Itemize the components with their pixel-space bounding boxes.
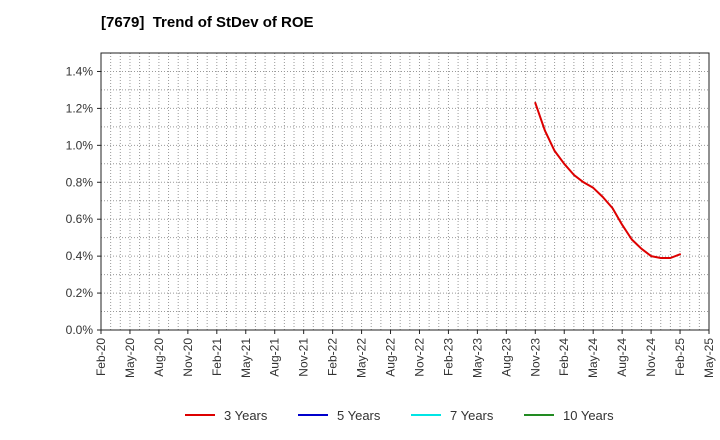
legend-label-7-years: 7 Years xyxy=(450,408,494,423)
series-line-3-years xyxy=(534,101,681,259)
legend-label-10-years: 10 Years xyxy=(563,408,614,423)
x-tick-label: May-21 xyxy=(239,338,253,378)
x-tick-label: Feb-20 xyxy=(94,338,108,376)
x-tick-label: Aug-24 xyxy=(615,338,629,377)
legend-label-5-years: 5 Years xyxy=(337,408,381,423)
chart-title: [7679] Trend of StDev of ROE xyxy=(101,14,314,31)
y-tick-label: 0.0% xyxy=(66,323,94,337)
x-tick-label: Nov-24 xyxy=(644,338,658,377)
y-tick-label: 1.2% xyxy=(66,101,94,115)
x-tick-label: May-25 xyxy=(702,338,716,378)
y-tick-label: 0.6% xyxy=(66,212,94,226)
series-lines xyxy=(534,101,681,259)
x-tick-label: May-23 xyxy=(470,338,484,378)
x-tick-label: May-24 xyxy=(586,338,600,378)
x-tick-label: Feb-22 xyxy=(326,338,340,376)
grid xyxy=(101,53,709,330)
legend: 3 Years 5 Years 7 Years 10 Years xyxy=(185,408,614,423)
y-tick-label: 0.8% xyxy=(66,175,94,189)
x-tick-label: Nov-20 xyxy=(181,338,195,377)
legend-label-3-years: 3 Years xyxy=(224,408,268,423)
x-tick-label: Feb-23 xyxy=(441,338,455,376)
x-tick-label: Nov-22 xyxy=(412,338,426,377)
x-tick-label: Aug-21 xyxy=(268,338,282,377)
x-tick-label: Feb-24 xyxy=(557,338,571,376)
x-tick-label: May-20 xyxy=(123,338,137,378)
y-tick-label: 1.4% xyxy=(66,64,94,78)
x-tick-label: Feb-25 xyxy=(673,338,687,376)
x-axis: Feb-20 May-20 Aug-20 Nov-20 Feb-21 May-21 Aug-… xyxy=(94,330,716,378)
y-tick-label: 0.2% xyxy=(66,286,94,300)
x-tick-label: Feb-21 xyxy=(210,338,224,376)
x-tick-label: Aug-23 xyxy=(499,338,513,377)
plot-area xyxy=(100,52,710,331)
y-tick-label: 1.0% xyxy=(66,138,94,152)
y-axis: 0.0% 0.2% 0.4% 0.6% 0.8% 1.0% 1.2% 1.4% xyxy=(66,64,101,337)
x-tick-label: Nov-21 xyxy=(297,338,311,377)
x-tick-label: Aug-20 xyxy=(152,338,166,377)
x-tick-label: Nov-23 xyxy=(528,338,542,377)
x-tick-label: Aug-22 xyxy=(384,338,398,377)
x-tick-label: May-22 xyxy=(355,338,369,378)
y-tick-label: 0.4% xyxy=(66,249,94,263)
